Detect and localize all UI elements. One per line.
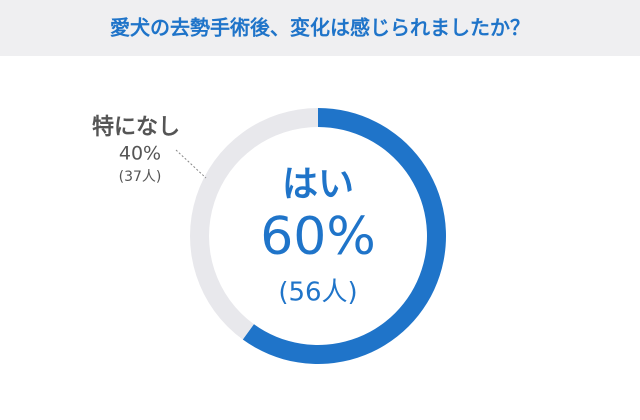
chart-title: 愛犬の去勢手術後、変化は感じられましたか？: [110, 16, 530, 40]
count-label: (37人): [119, 169, 162, 185]
donut-segment: [190, 108, 318, 340]
title-bar: [0, 0, 640, 56]
value-label: 60%: [260, 207, 376, 267]
category-label: 特になし: [92, 114, 180, 140]
category-label: はい: [282, 164, 354, 205]
value-label: 40%: [119, 143, 161, 165]
donut-segment: [242, 108, 447, 365]
leader-line: [175, 149, 207, 179]
count-label: (56人): [278, 278, 357, 308]
